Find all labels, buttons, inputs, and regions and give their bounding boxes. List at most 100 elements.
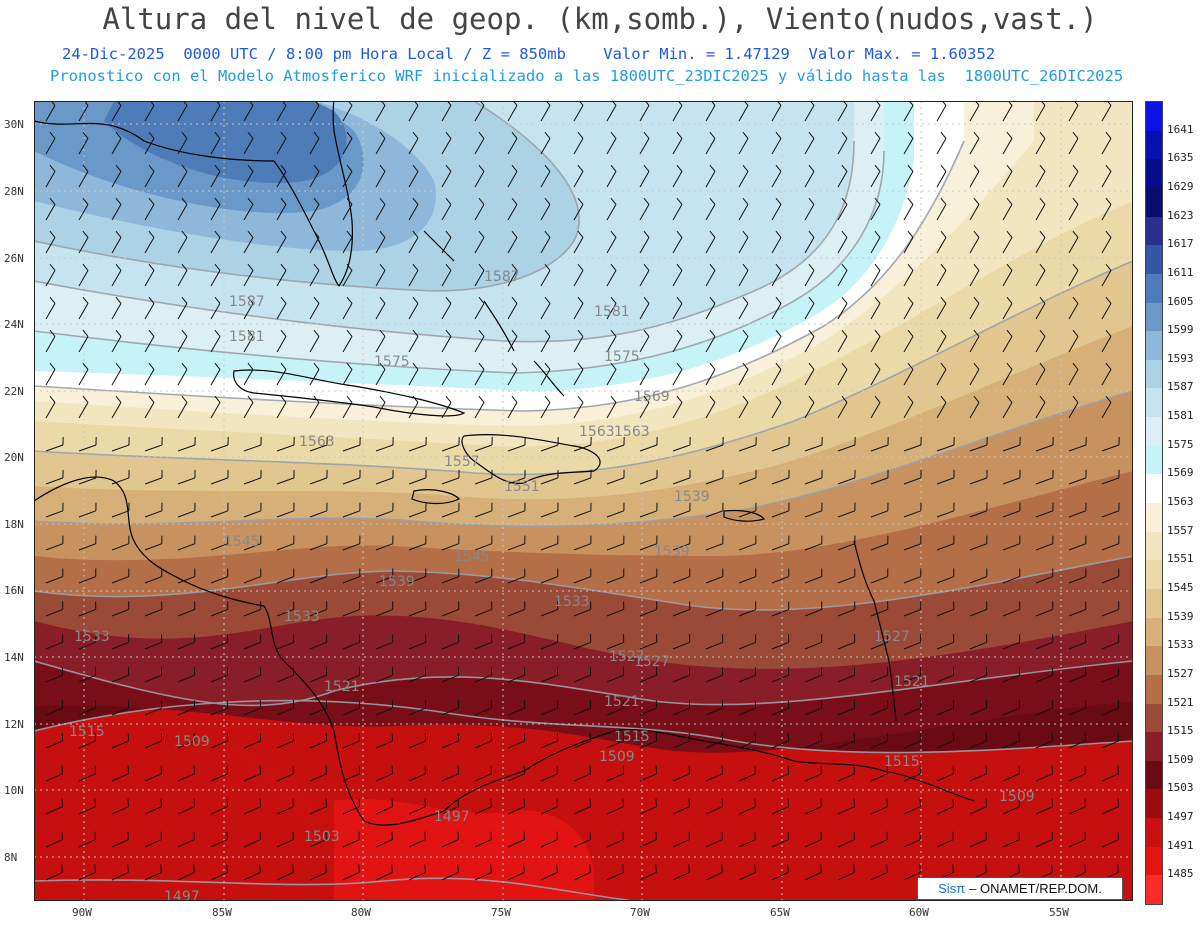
wind-barb-flag: [424, 864, 426, 873]
wind-barb: [936, 138, 947, 155]
wind-barb: [177, 707, 195, 716]
wind-barb: [342, 336, 353, 353]
colorbar-label: 1563: [1167, 495, 1194, 508]
wind-barb: [804, 707, 822, 716]
colorbar-label: 1515: [1167, 724, 1194, 738]
wind-barb: [969, 674, 987, 683]
wind-barb: [606, 303, 617, 320]
wind-barb-flag: [445, 329, 452, 337]
colorbar-label: 1509: [1167, 752, 1194, 766]
wind-barb-flag: [346, 329, 353, 337]
wind-barb: [837, 773, 855, 782]
wind-barb: [804, 477, 823, 485]
wind-barb: [540, 237, 551, 254]
colorbar-label: 1605: [1167, 294, 1194, 308]
wind-barb: [540, 608, 558, 617]
wind-barb-flag: [940, 296, 947, 304]
wind-barb: [573, 336, 584, 353]
wind-barb: [309, 806, 327, 815]
wind-barb: [870, 303, 881, 320]
wind-barb: [243, 336, 254, 353]
wind-barb: [672, 270, 683, 287]
wind-barb: [606, 138, 617, 155]
wind-barb: [45, 237, 56, 254]
wind-barb: [243, 707, 261, 716]
wind-barb-flag: [907, 296, 914, 304]
wind-barb: [1035, 444, 1054, 452]
wind-barb: [540, 477, 559, 485]
wind-barb: [474, 171, 485, 188]
wind-barb: [78, 707, 96, 716]
wind-barb: [1101, 740, 1119, 749]
wind-barb: [474, 444, 493, 452]
wind-barb: [309, 773, 327, 782]
wind-barb: [1101, 369, 1112, 386]
wind-barb-flag: [313, 164, 320, 172]
wind-barb: [705, 138, 716, 155]
wind-barb: [441, 740, 459, 749]
wind-barb: [540, 740, 558, 749]
wind-barb-flag: [907, 395, 914, 403]
wind-barb-flag: [347, 101, 353, 106]
colorbar-cell: [1146, 245, 1162, 275]
wind-barb-flag: [676, 164, 683, 172]
wind-barb: [408, 608, 426, 617]
wind-barb: [408, 839, 426, 848]
wind-barb: [276, 444, 295, 452]
wind-barb: [408, 444, 427, 452]
wind-barb: [111, 576, 129, 584]
wind-barb-flag: [610, 230, 617, 238]
wind-barb-flag: [49, 395, 56, 403]
wind-barb: [507, 740, 525, 749]
wind-barb: [342, 740, 360, 749]
wind-barb: [1035, 336, 1046, 353]
wind-barb: [474, 336, 485, 353]
wind-barb: [1101, 402, 1112, 419]
wind-barb: [936, 204, 947, 221]
wind-barb: [771, 543, 790, 551]
wind-barb: [144, 402, 155, 419]
wind-barb: [243, 402, 254, 419]
wind-barb: [540, 204, 551, 221]
wind-barb: [375, 477, 394, 485]
wind-barb: [78, 839, 96, 848]
wind-barb-flag: [412, 395, 419, 403]
wind-barb-flag: [985, 864, 987, 873]
wind-barb-flag: [776, 101, 782, 106]
wind-barb: [45, 608, 63, 617]
wind-barb: [375, 576, 393, 584]
wind-barb: [1002, 806, 1020, 815]
wind-barb-flag: [181, 296, 188, 304]
wind-barb: [408, 171, 419, 188]
wind-barb: [1002, 336, 1013, 353]
wind-barb-flag: [907, 164, 914, 172]
wind-barb: [705, 543, 724, 551]
wind-barb-flag: [853, 864, 855, 873]
colorbar-cell: [1146, 617, 1162, 647]
wind-barb: [738, 839, 756, 848]
wind-barb: [210, 576, 228, 584]
wind-barb: [1002, 543, 1021, 551]
wind-barb-flag: [754, 864, 756, 873]
wind-barb: [639, 839, 657, 848]
wind-barb: [903, 839, 921, 848]
wind-barb: [1002, 477, 1021, 485]
wind-barb-flag: [655, 864, 657, 873]
wind-barb: [969, 204, 980, 221]
wind-barb: [276, 303, 287, 320]
wind-barb: [738, 444, 757, 452]
wind-barb: [507, 674, 525, 683]
wind-barb: [45, 641, 63, 650]
wind-barb-flag: [775, 296, 782, 304]
wind-barb-flag: [148, 131, 155, 139]
wind-barb: [1002, 237, 1013, 254]
wind-barb-flag: [259, 864, 261, 873]
wind-barb: [870, 237, 881, 254]
wind-barb: [111, 641, 129, 650]
wind-barb-flag: [1006, 197, 1013, 205]
wind-barb: [837, 105, 848, 122]
wind-barb-flag: [247, 131, 254, 139]
wind-barb: [375, 740, 393, 749]
wind-barb: [837, 402, 848, 419]
